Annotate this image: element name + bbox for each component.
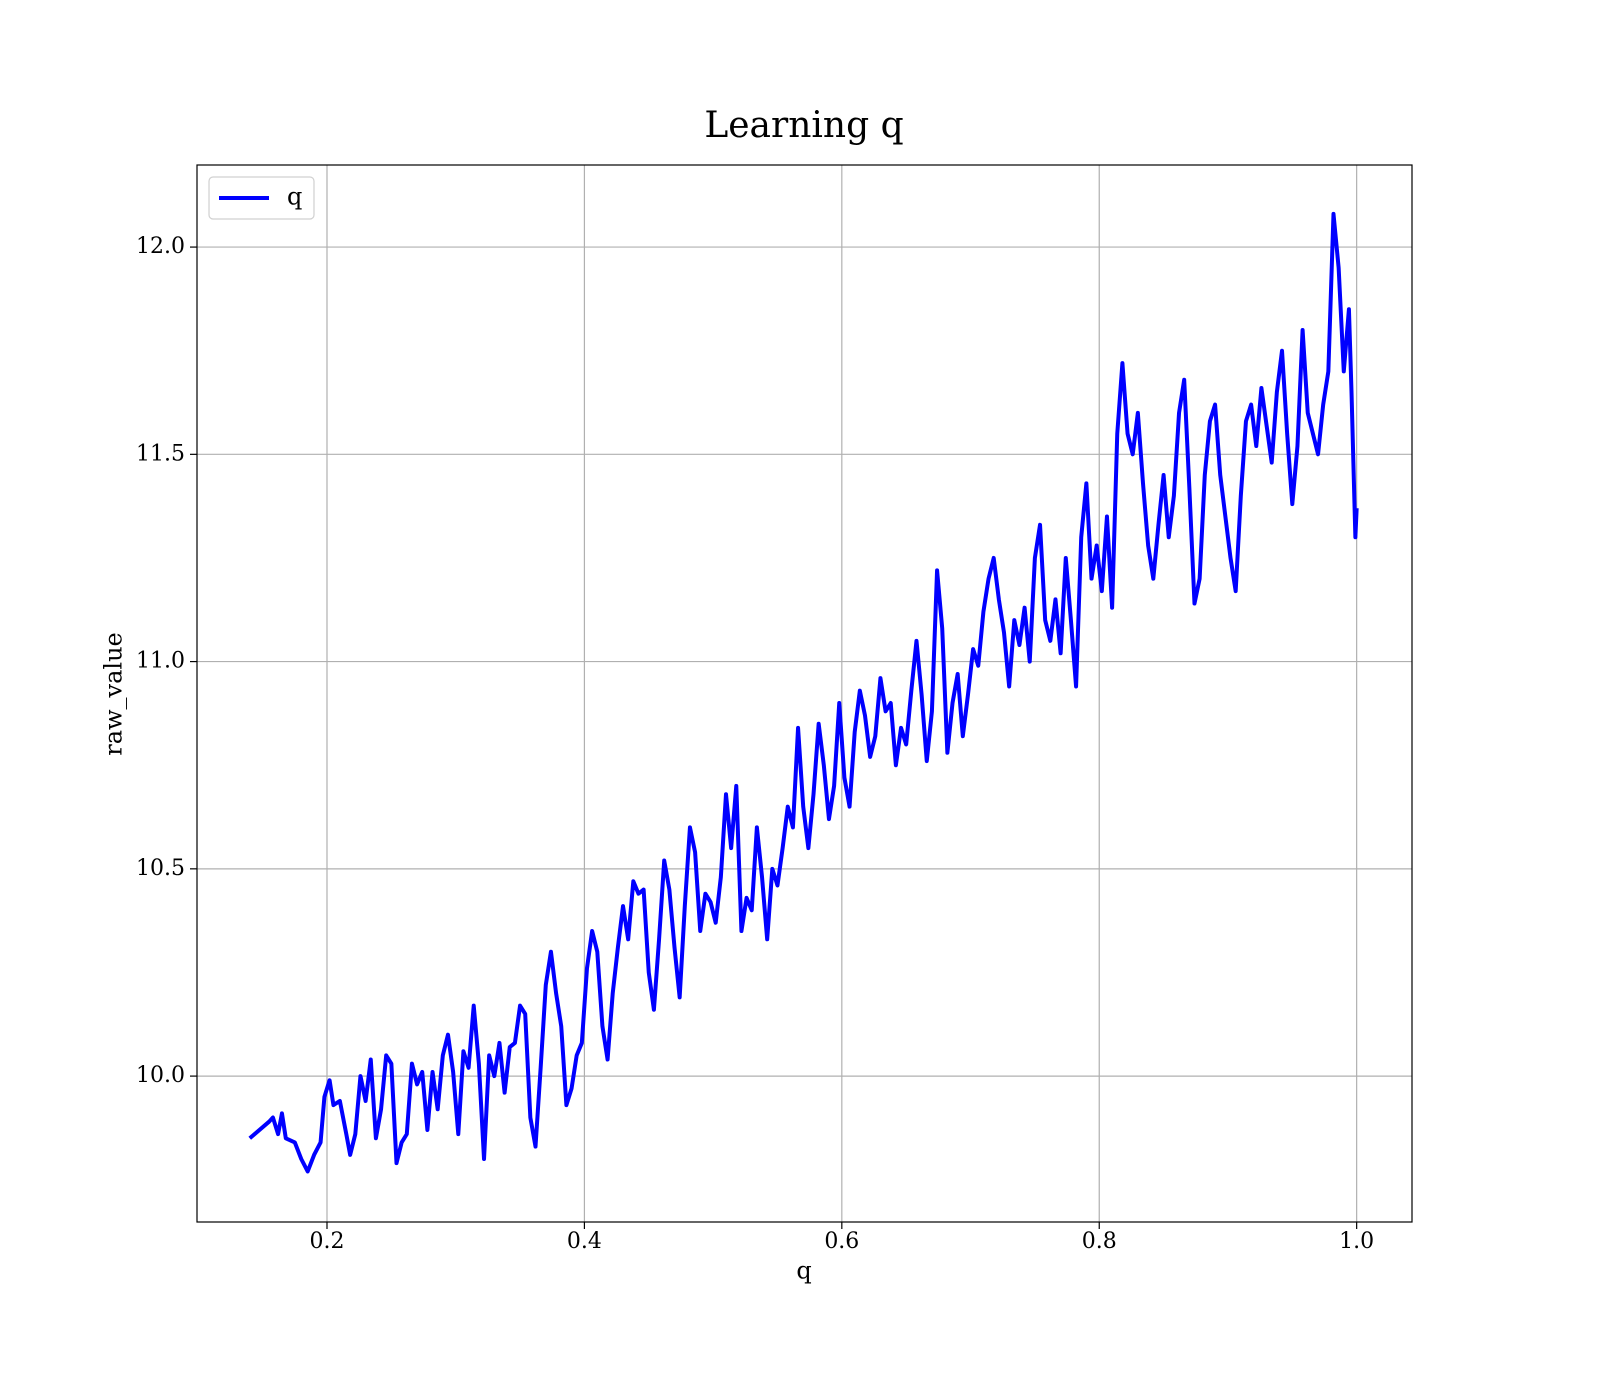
y-tick-label: 10.5 — [136, 856, 185, 881]
x-tick-label: 0.2 — [309, 1229, 344, 1254]
plot-frame — [196, 164, 1413, 1223]
line — [248, 211, 1359, 1174]
x-tick-label: 0.6 — [824, 1229, 859, 1254]
x-tick-label: 1.0 — [1339, 1229, 1374, 1254]
y-tick-label: 11.0 — [136, 649, 185, 674]
x-tick-label: 0.4 — [567, 1229, 602, 1254]
x-tick-label: 0.8 — [1082, 1229, 1117, 1254]
legend-label: q — [287, 183, 302, 211]
y-tick-label: 12.0 — [136, 234, 185, 259]
x-axis-label: q — [796, 1257, 811, 1285]
y-tick-label: 10.0 — [136, 1063, 185, 1088]
chart-title: Learning q — [704, 105, 903, 146]
y-axis-label: raw_value — [100, 632, 128, 756]
y-tick-label: 11.5 — [136, 441, 185, 466]
